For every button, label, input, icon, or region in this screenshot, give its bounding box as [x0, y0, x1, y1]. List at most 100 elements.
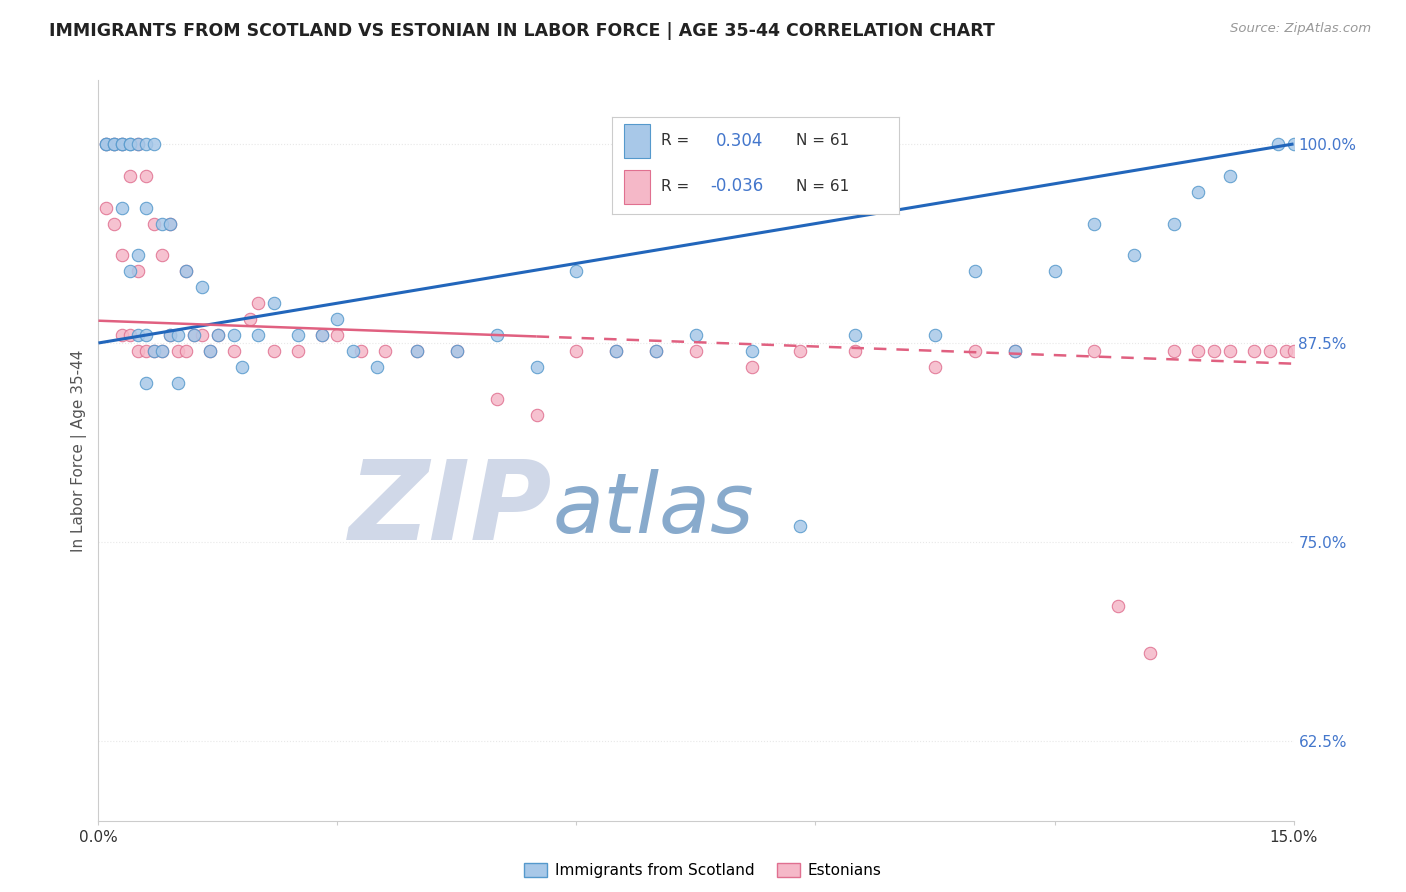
Point	[645, 343, 668, 358]
Point	[167, 376, 190, 390]
Point	[263, 343, 285, 358]
Point	[963, 264, 986, 278]
Point	[120, 136, 142, 151]
Point	[924, 359, 946, 374]
Point	[1219, 343, 1241, 358]
Point	[526, 359, 548, 374]
Point	[150, 343, 173, 358]
Point	[844, 328, 866, 343]
Point	[143, 217, 166, 231]
Point	[311, 328, 333, 343]
Text: N = 61: N = 61	[796, 178, 849, 194]
Point	[1004, 343, 1026, 358]
Point	[350, 343, 373, 358]
Point	[174, 264, 197, 278]
Point	[159, 217, 181, 231]
Point	[311, 328, 333, 343]
Y-axis label: In Labor Force | Age 35-44: In Labor Force | Age 35-44	[72, 350, 87, 551]
Point	[111, 248, 134, 262]
Point	[605, 343, 627, 358]
Point	[485, 328, 508, 343]
Point	[1282, 343, 1305, 358]
Point	[1187, 185, 1209, 199]
Point	[1219, 169, 1241, 183]
Point	[207, 328, 229, 343]
Point	[246, 328, 269, 343]
Point	[103, 136, 125, 151]
Point	[135, 136, 157, 151]
Point	[183, 328, 205, 343]
Point	[135, 201, 157, 215]
Point	[685, 328, 707, 343]
Point	[1043, 264, 1066, 278]
Point	[485, 392, 508, 406]
Point	[1267, 136, 1289, 151]
Point	[263, 296, 285, 310]
Point	[135, 328, 157, 343]
Point	[222, 328, 245, 343]
Point	[326, 312, 349, 326]
Point	[789, 519, 811, 533]
Text: Source: ZipAtlas.com: Source: ZipAtlas.com	[1230, 22, 1371, 36]
Point	[135, 376, 157, 390]
Point	[645, 343, 668, 358]
Point	[446, 343, 468, 358]
Point	[127, 248, 149, 262]
Point	[1202, 343, 1225, 358]
Point	[96, 136, 118, 151]
Point	[143, 136, 166, 151]
Point	[963, 343, 986, 358]
Text: 0.304: 0.304	[716, 132, 763, 150]
Point	[222, 343, 245, 358]
Point	[135, 343, 157, 358]
Point	[96, 136, 118, 151]
Text: ZIP: ZIP	[349, 456, 553, 563]
Point	[120, 169, 142, 183]
Point	[198, 343, 221, 358]
Point	[120, 264, 142, 278]
Point	[111, 136, 134, 151]
Point	[167, 328, 190, 343]
Point	[159, 328, 181, 343]
Point	[198, 343, 221, 358]
Point	[1004, 343, 1026, 358]
Text: R =: R =	[661, 134, 695, 148]
Point	[406, 343, 429, 358]
Point	[446, 343, 468, 358]
Point	[1163, 217, 1185, 231]
Text: IMMIGRANTS FROM SCOTLAND VS ESTONIAN IN LABOR FORCE | AGE 35-44 CORRELATION CHAR: IMMIGRANTS FROM SCOTLAND VS ESTONIAN IN …	[49, 22, 995, 40]
Point	[135, 169, 157, 183]
Point	[685, 343, 707, 358]
Point	[150, 248, 173, 262]
Point	[174, 343, 197, 358]
Point	[844, 343, 866, 358]
Point	[127, 136, 149, 151]
Legend: Immigrants from Scotland, Estonians: Immigrants from Scotland, Estonians	[519, 857, 887, 884]
Point	[167, 343, 190, 358]
Point	[183, 328, 205, 343]
Point	[1282, 136, 1305, 151]
Point	[111, 136, 134, 151]
Point	[127, 343, 149, 358]
Point	[103, 136, 125, 151]
Point	[127, 328, 149, 343]
Point	[342, 343, 364, 358]
Point	[207, 328, 229, 343]
Point	[374, 343, 396, 358]
Point	[246, 296, 269, 310]
Point	[239, 312, 262, 326]
Point	[526, 408, 548, 422]
Point	[605, 343, 627, 358]
Point	[111, 136, 134, 151]
Text: R =: R =	[661, 178, 695, 194]
Point	[103, 217, 125, 231]
Point	[103, 136, 125, 151]
Point	[120, 328, 142, 343]
Point	[406, 343, 429, 358]
Text: N = 61: N = 61	[796, 134, 849, 148]
Point	[366, 359, 388, 374]
Point	[326, 328, 349, 343]
Point	[159, 328, 181, 343]
Point	[287, 328, 309, 343]
Point	[1274, 343, 1296, 358]
